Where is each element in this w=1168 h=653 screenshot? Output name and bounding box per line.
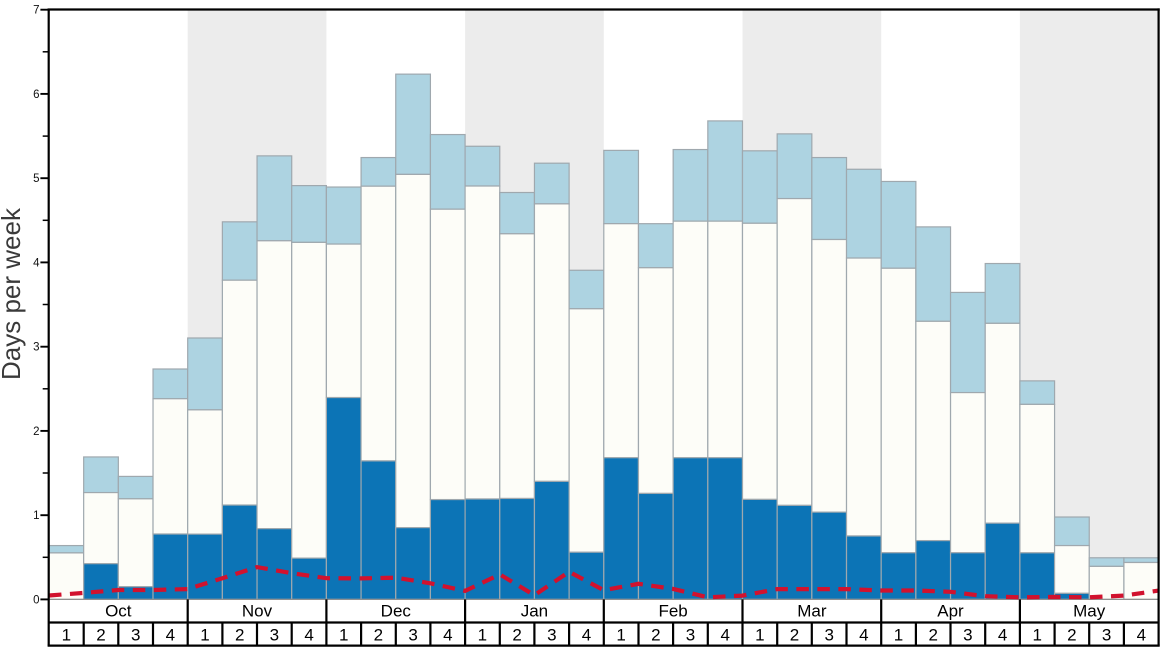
- svg-text:3: 3: [33, 342, 39, 354]
- svg-text:Nov: Nov: [242, 601, 273, 620]
- svg-text:Jan: Jan: [521, 601, 548, 620]
- svg-text:3: 3: [408, 625, 417, 644]
- svg-text:2: 2: [235, 625, 244, 644]
- svg-text:1: 1: [478, 625, 487, 644]
- svg-text:Apr: Apr: [937, 601, 964, 620]
- svg-text:Oct: Oct: [105, 601, 132, 620]
- svg-text:1: 1: [33, 510, 39, 522]
- svg-text:1: 1: [894, 625, 903, 644]
- svg-text:3: 3: [963, 625, 972, 644]
- svg-text:1: 1: [616, 625, 625, 644]
- svg-text:4: 4: [1137, 625, 1146, 644]
- svg-text:4: 4: [720, 625, 729, 644]
- svg-text:3: 3: [270, 625, 279, 644]
- svg-text:5: 5: [33, 173, 39, 185]
- svg-text:3: 3: [824, 625, 833, 644]
- svg-text:4: 4: [582, 625, 591, 644]
- svg-text:Mar: Mar: [797, 601, 827, 620]
- svg-text:4: 4: [304, 625, 313, 644]
- svg-text:2: 2: [96, 625, 105, 644]
- svg-text:May: May: [1073, 601, 1106, 620]
- svg-text:1: 1: [1032, 625, 1041, 644]
- svg-text:4: 4: [33, 257, 40, 269]
- svg-text:4: 4: [443, 625, 452, 644]
- svg-text:4: 4: [166, 625, 175, 644]
- svg-text:1: 1: [62, 625, 71, 644]
- svg-text:2: 2: [651, 625, 660, 644]
- svg-text:3: 3: [547, 625, 556, 644]
- svg-text:Dec: Dec: [381, 601, 412, 620]
- svg-text:3: 3: [131, 625, 140, 644]
- svg-text:Feb: Feb: [658, 601, 687, 620]
- svg-text:2: 2: [374, 625, 383, 644]
- svg-text:3: 3: [1102, 625, 1111, 644]
- svg-text:1: 1: [755, 625, 764, 644]
- svg-text:1: 1: [200, 625, 209, 644]
- svg-text:1: 1: [339, 625, 348, 644]
- svg-text:2: 2: [790, 625, 799, 644]
- svg-text:4: 4: [859, 625, 868, 644]
- svg-text:2: 2: [928, 625, 937, 644]
- svg-text:2: 2: [512, 625, 521, 644]
- svg-text:4: 4: [998, 625, 1007, 644]
- svg-text:Days per week: Days per week: [0, 207, 26, 380]
- svg-text:3: 3: [686, 625, 695, 644]
- svg-text:0: 0: [33, 594, 39, 606]
- svg-text:2: 2: [33, 426, 39, 438]
- svg-text:2: 2: [1067, 625, 1076, 644]
- svg-text:6: 6: [33, 89, 39, 101]
- svg-text:7: 7: [33, 5, 39, 17]
